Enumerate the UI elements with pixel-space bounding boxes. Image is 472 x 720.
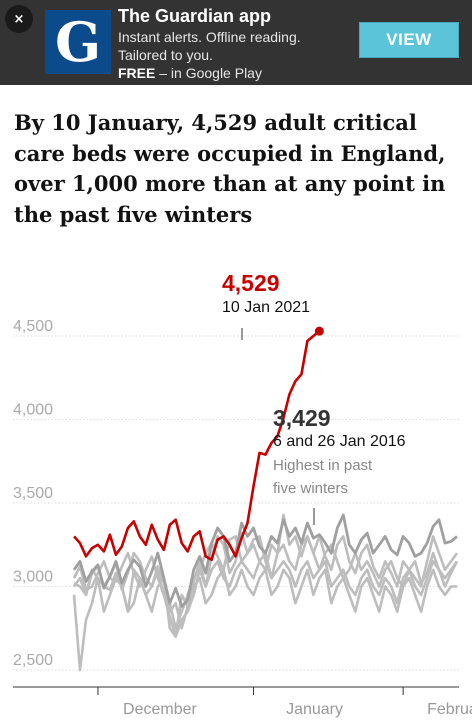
annotations: 4,529 10 Jan 2021 3,429 6 and 26 Jan 201… <box>222 270 406 525</box>
annotation-past-note-2: five winters <box>273 480 348 497</box>
y-tick-label: 3,500 <box>13 485 53 502</box>
y-tick-label: 3,000 <box>13 569 53 586</box>
app-name: The Guardian app <box>118 6 272 26</box>
x-tick-label: January <box>286 701 343 718</box>
headline: By 10 January, 4,529 adult critical care… <box>14 110 446 227</box>
banner-tagline-3: FREE – in Google Play <box>118 65 262 81</box>
annotation-past-date: 6 and 26 Jan 2016 <box>273 433 406 450</box>
view-button[interactable]: VIEW <box>360 23 458 57</box>
x-tick-label: February <box>427 701 472 718</box>
past-winter-series-line <box>72 568 457 672</box>
y-axis-labels: 2,500 3,000 3,500 4,000 4,500 <box>13 318 53 669</box>
annotation-past-value: 3,429 <box>273 405 331 431</box>
critical-care-beds-chart: 2,500 3,000 3,500 4,000 4,500 December Januar… <box>13 270 472 718</box>
store-label: – in Google Play <box>155 65 262 81</box>
highest-past-winter-series-line <box>72 513 458 608</box>
current-winter-line <box>73 326 324 562</box>
banner-tagline-2: Tailored to you. <box>118 47 213 63</box>
gridlines <box>13 335 459 671</box>
annotation-past-note-1: Highest in past <box>273 457 373 474</box>
close-icon[interactable]: × <box>5 5 33 33</box>
y-tick-label: 4,000 <box>13 402 53 419</box>
free-label: FREE <box>118 65 156 81</box>
y-tick-label: 2,500 <box>13 652 53 669</box>
y-tick-label: 4,500 <box>13 318 53 335</box>
app-install-banner: × G The Guardian app Instant alerts. Off… <box>0 0 472 85</box>
guardian-logo: G <box>45 10 111 74</box>
current-winter-series-line <box>73 330 321 562</box>
past-winters-lines <box>72 513 459 672</box>
banner-tagline-1: Instant alerts. Offline reading. <box>118 29 301 45</box>
annotation-current-date: 10 Jan 2021 <box>222 299 310 316</box>
x-tick-label: December <box>123 701 197 718</box>
x-axis: December January February <box>13 686 472 718</box>
current-value-marker <box>314 326 324 336</box>
annotation-current-value: 4,529 <box>222 270 280 296</box>
